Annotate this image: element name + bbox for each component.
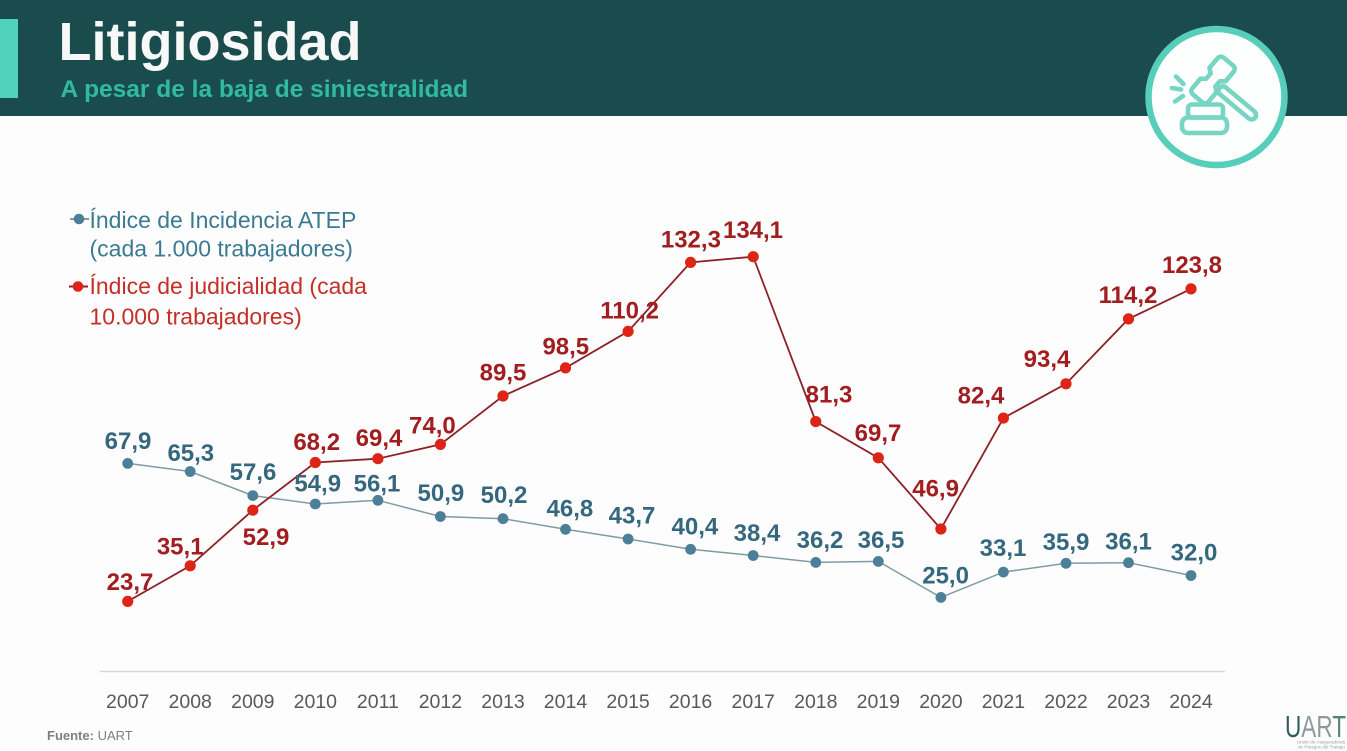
svg-text:68,2: 68,2: [293, 429, 340, 456]
svg-text:2023: 2023: [1107, 691, 1150, 713]
svg-text:36,5: 36,5: [858, 527, 905, 554]
svg-text:50,9: 50,9: [418, 480, 465, 507]
svg-text:Fuente: UART: Fuente: UART: [47, 728, 133, 743]
svg-text:2024: 2024: [1169, 691, 1213, 713]
svg-text:43,7: 43,7: [609, 503, 656, 530]
svg-text:114,2: 114,2: [1099, 282, 1158, 309]
svg-text:40,4: 40,4: [672, 514, 719, 541]
svg-text:2011: 2011: [357, 691, 399, 713]
svg-text:2019: 2019: [857, 691, 900, 713]
svg-text:134,1: 134,1: [723, 217, 783, 244]
svg-text:82,4: 82,4: [958, 383, 1005, 410]
svg-text:57,6: 57,6: [230, 459, 277, 486]
svg-text:65,3: 65,3: [167, 440, 214, 467]
svg-text:36,2: 36,2: [797, 527, 844, 554]
svg-text:2015: 2015: [606, 691, 650, 713]
svg-text:2008: 2008: [169, 691, 212, 713]
svg-text:Índice de judicialidad (cada: Índice de judicialidad (cada: [90, 273, 368, 299]
svg-text:2013: 2013: [481, 691, 524, 713]
svg-text:23,7: 23,7: [107, 569, 154, 596]
svg-text:2012: 2012: [419, 691, 462, 713]
svg-text:81,3: 81,3: [806, 382, 853, 409]
svg-text:89,5: 89,5: [480, 360, 527, 387]
svg-text:35,1: 35,1: [157, 534, 204, 561]
svg-text:33,1: 33,1: [980, 535, 1027, 562]
svg-text:2020: 2020: [919, 691, 963, 713]
svg-text:56,1: 56,1: [354, 471, 401, 498]
svg-text:35,9: 35,9: [1043, 529, 1090, 556]
svg-text:de Riesgos del Trabajo: de Riesgos del Trabajo: [1298, 745, 1345, 750]
svg-text:2016: 2016: [669, 691, 712, 713]
svg-text:2022: 2022: [1044, 691, 1087, 713]
svg-text:123,8: 123,8: [1162, 252, 1222, 279]
svg-text:UART: UART: [1285, 709, 1346, 744]
svg-text:69,4: 69,4: [356, 425, 403, 452]
svg-text:36,1: 36,1: [1105, 529, 1152, 556]
svg-text:A pesar de la baja de siniestr: A pesar de la baja de siniestralidad: [61, 76, 469, 103]
svg-text:93,4: 93,4: [1024, 346, 1071, 373]
svg-text:69,7: 69,7: [855, 420, 902, 447]
svg-text:Unión de Aseguradoras: Unión de Aseguradoras: [1297, 740, 1346, 745]
svg-text:10.000 trabajadores): 10.000 trabajadores): [90, 304, 302, 330]
svg-text:2018: 2018: [794, 691, 837, 713]
svg-text:67,9: 67,9: [105, 428, 152, 455]
svg-text:132,3: 132,3: [661, 227, 721, 254]
svg-text:46,8: 46,8: [547, 496, 594, 523]
svg-text:98,5: 98,5: [542, 334, 589, 361]
svg-text:54,9: 54,9: [294, 471, 341, 498]
svg-text:2010: 2010: [294, 691, 338, 713]
svg-text:25,0: 25,0: [922, 563, 969, 590]
svg-text:46,9: 46,9: [912, 476, 959, 503]
svg-text:32,0: 32,0: [1171, 540, 1218, 567]
svg-text:110,2: 110,2: [600, 298, 659, 325]
svg-text:2014: 2014: [544, 691, 588, 713]
svg-text:50,2: 50,2: [481, 482, 528, 509]
svg-text:2021: 2021: [982, 691, 1025, 713]
svg-text:52,9: 52,9: [243, 524, 290, 551]
svg-text:2009: 2009: [231, 691, 274, 713]
svg-text:2007: 2007: [106, 691, 149, 713]
svg-text:74,0: 74,0: [409, 413, 456, 440]
svg-text:2017: 2017: [732, 691, 775, 713]
svg-text:(cada 1.000 trabajadores): (cada 1.000 trabajadores): [90, 236, 353, 262]
svg-text:Litigiosidad: Litigiosidad: [59, 12, 362, 72]
svg-text:Índice de Incidencia ATEP: Índice de Incidencia ATEP: [90, 207, 357, 233]
svg-text:38,4: 38,4: [734, 520, 781, 547]
